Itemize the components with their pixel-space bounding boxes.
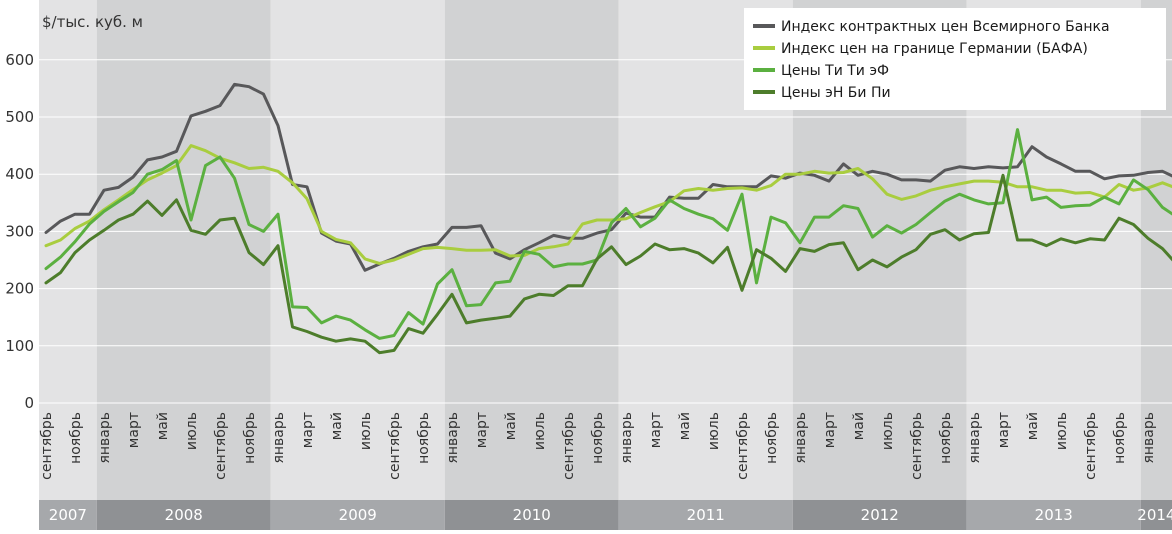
x-tick-label: январь <box>97 412 113 464</box>
year-footer-2009 <box>270 500 445 530</box>
year-label: 2012 <box>861 506 899 524</box>
y-tick-label: 300 <box>5 222 34 240</box>
y-tick-label: 600 <box>5 51 34 69</box>
x-tick-labels: сентябрь ноябрь январь март май июль сентябрь н… <box>39 412 1172 480</box>
x-tick-label: июль <box>532 412 548 450</box>
legend-box <box>744 8 1166 110</box>
x-tick-label: январь <box>793 412 809 464</box>
year-label: 2008 <box>165 506 203 524</box>
year-footer-2010 <box>444 500 619 530</box>
x-tick-label: ноябрь <box>590 412 606 464</box>
year-labels: 2007 2008 2009 2010 2011 2012 2013 2014 <box>49 506 1172 524</box>
x-tick-label: июль <box>358 412 374 450</box>
x-tick-label: сентябрь <box>387 412 403 480</box>
series-lines <box>44 82 1172 355</box>
x-tick-label: июль <box>1054 412 1070 450</box>
legend-items: Индекс контрактных цен Всемирного Банка И… <box>753 19 1110 101</box>
x-tick-label: ноябрь <box>416 412 432 464</box>
year-band-2008 <box>96 0 271 500</box>
x-tick-label: сентябрь <box>39 412 55 480</box>
x-tick-label: ноябрь <box>242 412 258 464</box>
legend-label: Индекс контрактных цен Всемирного Банка <box>781 19 1110 35</box>
x-tick-label: сентябрь <box>1083 412 1099 480</box>
x-tick-label: январь <box>1141 412 1157 464</box>
x-tick-label: ноябрь <box>764 412 780 464</box>
x-tick-label: январь <box>445 412 461 464</box>
x-tick-label: январь <box>967 412 983 464</box>
year-footer-2008 <box>96 500 271 530</box>
x-tick-label: май <box>503 412 519 440</box>
x-tick-label: июль <box>184 412 200 450</box>
x-tick-label: январь <box>619 412 635 464</box>
year-footer-2014 <box>1140 500 1172 530</box>
legend-label: Цены Ти Ти эФ <box>781 63 889 79</box>
x-tick-label: март <box>996 412 1012 448</box>
legend-label: Индекс цен на границе Германии (БАФА) <box>781 41 1088 57</box>
y-tick-label: 400 <box>5 165 34 183</box>
y-tick-labels: 0 100 200 300 400 500 600 <box>5 51 34 412</box>
x-tick-label: март <box>474 412 490 448</box>
x-tick-label: март <box>648 412 664 448</box>
year-footer-2011 <box>618 500 793 530</box>
x-tick-label: март <box>126 412 142 448</box>
year-label: 2010 <box>513 506 551 524</box>
y-tick-label: 0 <box>24 394 34 412</box>
x-tick-label: июль <box>880 412 896 450</box>
x-tick-label: май <box>1025 412 1041 440</box>
x-tick-label: январь <box>271 412 287 464</box>
x-tick-label: май <box>329 412 345 440</box>
series-line-4 <box>44 173 1172 355</box>
year-footer-2013 <box>966 500 1141 530</box>
y-tick-label: 100 <box>5 337 34 355</box>
x-tick-label: март <box>822 412 838 448</box>
x-tick-label: сентябрь <box>213 412 229 480</box>
year-label: 2009 <box>339 506 377 524</box>
x-tick-label: май <box>851 412 867 440</box>
year-label: 2013 <box>1035 506 1073 524</box>
year-label: 2007 <box>49 506 87 524</box>
year-footer-2007 <box>39 500 97 530</box>
legend-label: Цены эН Би Пи <box>781 85 891 101</box>
year-footer-2012 <box>792 500 967 530</box>
year-label: 2014 <box>1137 506 1172 524</box>
x-tick-label: ноябрь <box>1112 412 1128 464</box>
x-tick-label: сентябрь <box>735 412 751 480</box>
x-tick-label: ноябрь <box>68 412 84 464</box>
series-line-1 <box>44 82 1172 272</box>
legend: Индекс контрактных цен Всемирного Банка И… <box>744 8 1166 110</box>
x-tick-label: ноябрь <box>938 412 954 464</box>
x-tick-label: март <box>300 412 316 448</box>
x-tick-label: июль <box>706 412 722 450</box>
x-tick-label: сентябрь <box>909 412 925 480</box>
y-axis-label: $/тыс. куб. м <box>42 13 143 31</box>
x-tick-label: март <box>1170 412 1172 448</box>
x-tick-label: май <box>155 412 171 440</box>
x-tick-label: май <box>677 412 693 440</box>
y-tick-label: 200 <box>5 280 34 298</box>
year-label: 2011 <box>687 506 725 524</box>
y-tick-label: 500 <box>5 108 34 126</box>
series-line-3 <box>44 128 1172 340</box>
x-tick-label: сентябрь <box>561 412 577 480</box>
y-gridlines <box>39 59 1172 404</box>
